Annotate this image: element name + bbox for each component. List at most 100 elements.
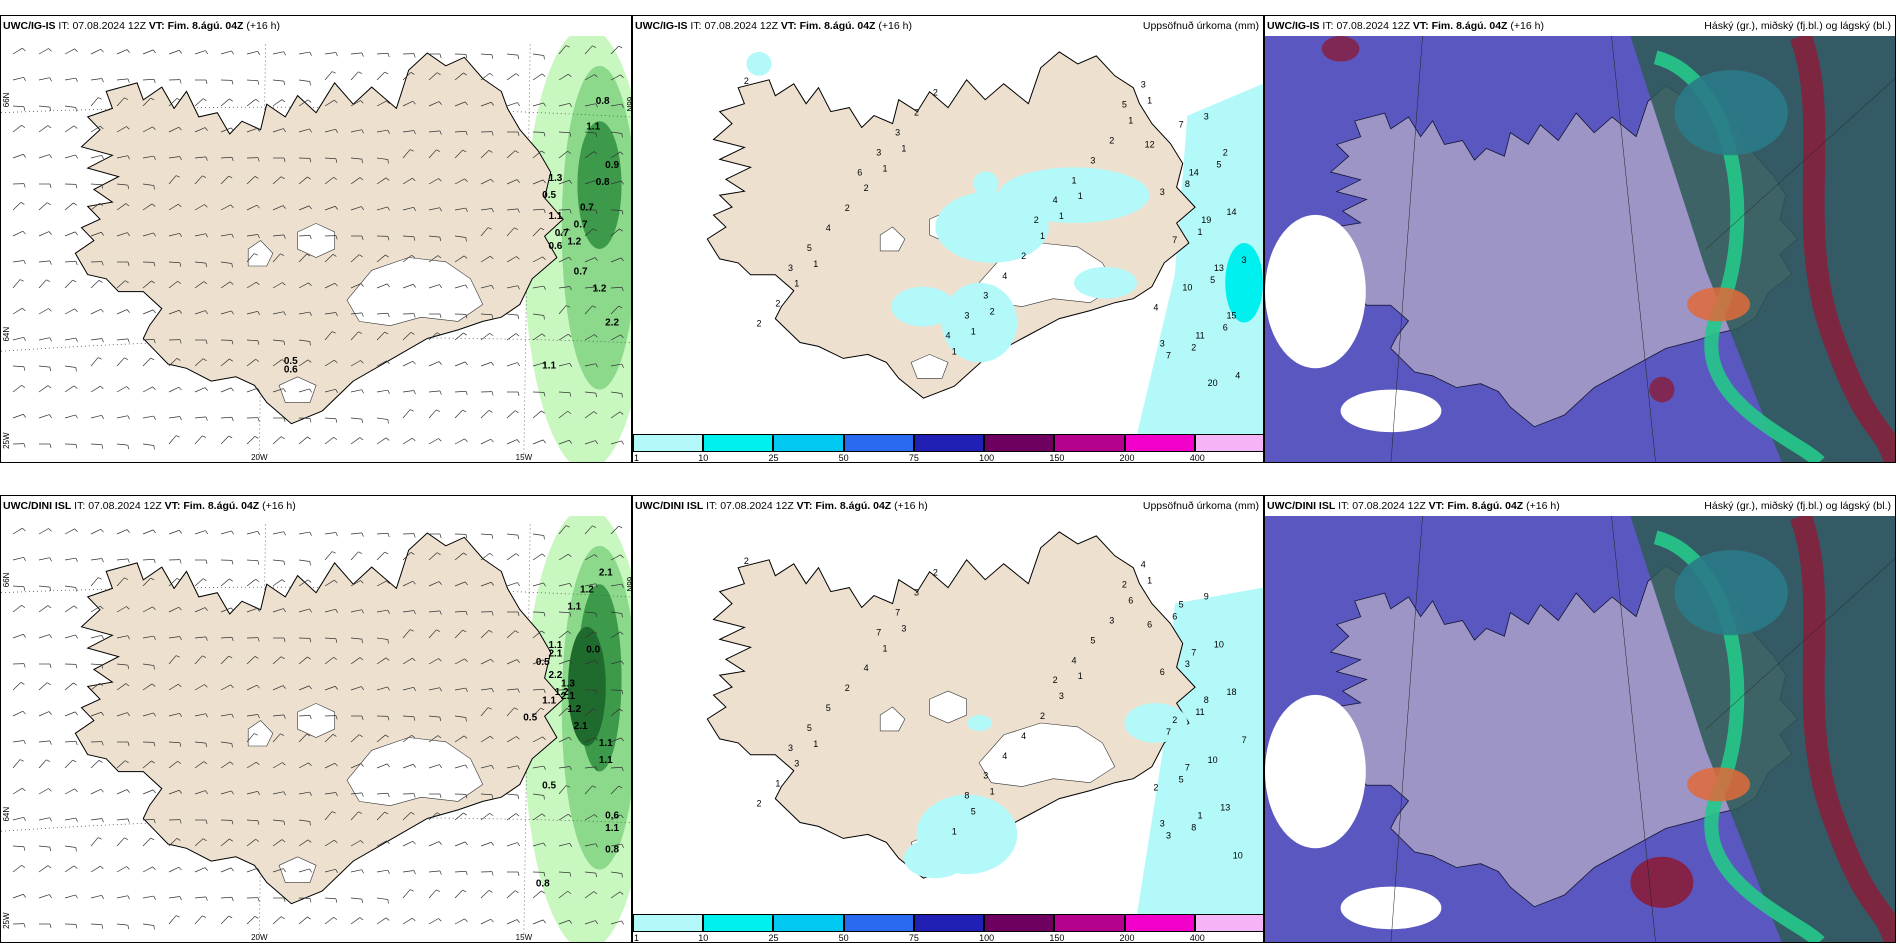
wind-barb-flag: [152, 789, 156, 794]
wind-barb-flag: [592, 785, 597, 788]
wind-barb-flag: [437, 255, 442, 259]
wind-barb: [558, 582, 570, 587]
wind-barb-flag: [125, 683, 130, 687]
precip-amount-label: 18: [1226, 687, 1236, 697]
wind-barb: [272, 733, 281, 743]
wind-barb: [64, 231, 76, 237]
wind-barb-flag: [231, 80, 234, 85]
wind-barb: [454, 764, 466, 769]
wind-barb-flag: [75, 741, 78, 746]
init-time: 07.08.2024 12Z: [720, 500, 794, 512]
wind-barb-flag: [179, 79, 182, 84]
wind-barb: [90, 97, 99, 107]
wind-barb: [298, 51, 310, 55]
wind-barb-flag: [23, 923, 26, 928]
wind-barb-flag: [48, 528, 52, 532]
wind-barb: [12, 527, 23, 535]
wind-barb: [298, 579, 309, 587]
wind-barb: [428, 332, 438, 341]
wind-barb-flag: [229, 281, 234, 285]
wind-barb: [402, 177, 413, 185]
precip-value-label: 0.7: [580, 203, 594, 214]
wind-barb-flag: [101, 338, 104, 343]
wind-barb: [220, 387, 232, 393]
wind-barb-flag: [413, 533, 416, 538]
precip-amount-label: 12: [1145, 139, 1155, 149]
wind-barb: [142, 183, 154, 186]
wind-barb: [272, 656, 282, 665]
wind-barb: [324, 52, 336, 55]
wind-barb-flag: [413, 390, 416, 395]
wind-barb: [38, 231, 50, 237]
wind-barb-flag: [254, 436, 259, 439]
wind-barb: [532, 179, 544, 185]
wind-barb-flag: [517, 315, 519, 320]
wind-barb-flag: [569, 132, 572, 137]
wind-barb-flag: [177, 760, 182, 764]
wind-barb: [376, 532, 388, 535]
wind-barb: [12, 633, 24, 639]
wind-barb: [532, 285, 544, 289]
wind-barb-flag: [23, 586, 26, 591]
wind-barb: [350, 312, 362, 315]
precip-amount-label: 10: [1233, 850, 1243, 860]
wind-barb: [220, 607, 232, 613]
wind-barb: [64, 759, 73, 769]
wind-barb: [194, 713, 206, 717]
wind-barb: [64, 682, 74, 691]
wind-barb: [142, 443, 154, 446]
wind-barb-flag: [205, 743, 207, 748]
wind-barb: [506, 73, 517, 81]
wind-barb: [350, 609, 362, 613]
wind-barb: [90, 154, 102, 159]
wind-barb-flag: [387, 793, 390, 798]
wind-barb-flag: [413, 207, 416, 211]
wind-barb: [454, 101, 466, 107]
wind-barb-flag: [439, 687, 442, 692]
wind-barb-flag: [594, 74, 598, 78]
wind-barb-flag: [99, 202, 104, 206]
precip-amount-label: 4: [1141, 560, 1146, 570]
wind-barb-flag: [309, 51, 312, 56]
wind-barb-flag: [385, 254, 389, 258]
wind-barb-flag: [360, 840, 364, 844]
wind-barb-flag: [49, 634, 52, 639]
wind-barb: [168, 261, 180, 264]
wind-barb-flag: [335, 389, 338, 393]
convective-cloud-patch: [1687, 287, 1751, 322]
wind-barb: [142, 386, 153, 393]
precip-value-label: 1.1: [548, 211, 562, 222]
wind-barb-flag: [463, 72, 467, 76]
wind-barb-flag: [491, 842, 494, 846]
wind-barb-flag: [361, 532, 364, 537]
wind-barb: [272, 839, 283, 847]
wind-barb: [64, 414, 76, 419]
wind-barb: [116, 155, 128, 159]
wind-barb-flag: [179, 559, 182, 564]
wind-barb-flag: [100, 865, 104, 870]
wind-barb: [532, 227, 541, 237]
wind-barb: [38, 308, 49, 315]
wind-barb: [246, 790, 258, 795]
wind-barb: [376, 437, 387, 445]
wind-barb: [610, 814, 621, 821]
lead-time: (+16 h): [1526, 500, 1560, 512]
wind-barb: [376, 177, 387, 185]
wind-barb: [324, 71, 333, 81]
colorbar-tick-label: 100: [979, 933, 995, 943]
wind-barb-flag: [438, 841, 442, 845]
wind-barb: [194, 636, 206, 639]
wind-barb: [298, 762, 309, 769]
wind-barb-flag: [331, 551, 336, 554]
valid-time-label: VT:: [148, 20, 165, 32]
wind-barb-flag: [567, 150, 572, 154]
wind-barb-flag: [387, 533, 390, 538]
precip-amount-label: 2: [864, 183, 869, 193]
wind-barb-flag: [179, 416, 182, 421]
wind-barb: [90, 48, 102, 55]
wind-barb-flag: [462, 629, 467, 633]
wind-barb: [168, 789, 180, 795]
wind-barb: [116, 606, 127, 613]
wind-barb: [116, 837, 125, 847]
wind-barb-flag: [253, 253, 258, 256]
